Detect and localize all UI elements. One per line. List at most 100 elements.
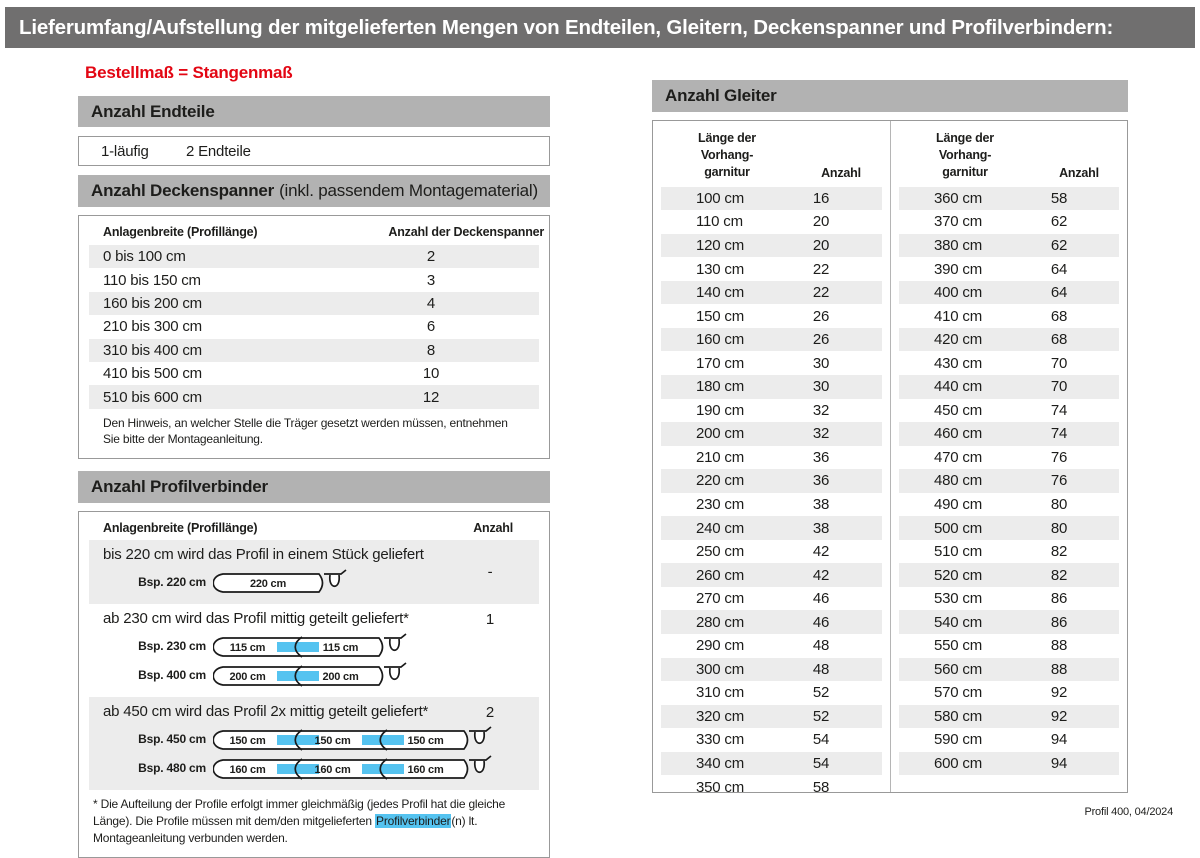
table-row: 210 cm 36 (661, 446, 882, 470)
table-row: 280 cm 46 (661, 610, 882, 635)
length-cell: 330 cm (696, 731, 744, 749)
profile-connector (362, 735, 404, 746)
table-row: 430 cm 70 (899, 351, 1119, 375)
table-row: 310 cm 52 (661, 681, 882, 705)
gleiter-table-right: Länge der Vorhang- garnitur Anzahl 360 c… (890, 121, 1127, 792)
table-row: 300 cm 48 (661, 657, 882, 682)
example-row: Bsp. 220 cm 220 cm (134, 569, 539, 595)
gleiter-left-rows: 100 cm 16 110 cm 20 120 cm 20 130 cm 22 140 cm 22… (653, 186, 890, 799)
table-row: 490 cm 80 (899, 493, 1119, 517)
length-cell: 590 cm (934, 731, 982, 749)
deckenspanner-section-header: Anzahl Deckenspanner (inkl. passendem Mo… (78, 175, 550, 207)
profile-rail-diagram: 220 cm (213, 569, 347, 594)
count-cell: 88 (1050, 637, 1068, 655)
gleiter-right-header: Länge der Vorhang- garnitur Anzahl (891, 121, 1127, 187)
segment-length-label: 115 cm (323, 642, 359, 654)
length-cell: 470 cm (934, 448, 982, 466)
count-cell: 80 (1050, 519, 1068, 537)
endteile-variant: 1-läufig (101, 142, 149, 160)
profilverbinder-col1-header: Anlagenbreite (Profillänge) (103, 521, 258, 536)
length-cell: 400 cm (934, 284, 982, 302)
length-cell: 290 cm (696, 637, 744, 655)
count-cell: 26 (812, 307, 830, 325)
gleiter-col1-header: Länge der Vorhang- garnitur (698, 131, 756, 179)
gleiter-col1-header: Länge der Vorhang- garnitur (936, 131, 994, 179)
profilverbinder-rows: bis 220 cm wird das Profil in einem Stüc… (79, 540, 549, 791)
profile-rail-diagram: 200 cm 200 cm (213, 662, 407, 688)
profile-connector (277, 764, 319, 775)
table-row: 270 cm 46 (661, 587, 882, 611)
count-cell: 94 (1050, 731, 1068, 749)
table-row: 600 cm 94 (899, 751, 1119, 776)
count-cell: 94 (1050, 755, 1068, 773)
table-row: 130 cm 22 (661, 257, 882, 281)
example-label: Bsp. 230 cm (138, 639, 206, 654)
length-cell: 560 cm (934, 660, 982, 678)
gleiter-table-left: Länge der Vorhang- garnitur Anzahl 100 c… (653, 121, 890, 796)
count-cell: 76 (1050, 472, 1068, 490)
deckenspanner-heading-suffix: (inkl. passendem Montagematerial) (279, 181, 538, 200)
count-cell: 80 (1050, 496, 1068, 513)
table-row: 560 cm 88 (899, 657, 1119, 682)
table-row: 450 cm 74 (899, 399, 1119, 423)
count-cell: 58 (1050, 189, 1068, 207)
length-cell: 380 cm (934, 236, 982, 254)
count-cell: 2 (485, 704, 495, 722)
count-cell: 68 (1050, 331, 1068, 349)
length-cell: 190 cm (696, 401, 744, 419)
profile-connector (362, 764, 404, 775)
table-row: 120 cm 20 (661, 233, 882, 258)
table-row: 230 cm 38 (661, 493, 882, 517)
table-row: 420 cm 68 (899, 327, 1119, 352)
table-row: 400 cm 64 (899, 280, 1119, 305)
table-row: 530 cm 86 (899, 587, 1119, 611)
count-cell: 68 (1050, 307, 1068, 325)
count-cell: 74 (1050, 401, 1068, 419)
length-cell: 160 cm (696, 331, 744, 349)
count-cell: 92 (1050, 684, 1068, 702)
length-cell: 360 cm (934, 189, 982, 207)
table-row: 350 cm 58 (661, 775, 882, 799)
length-cell: 300 cm (696, 660, 744, 678)
count-cell: 86 (1050, 613, 1068, 631)
table-row: 540 cm 86 (899, 610, 1119, 635)
profile-rail-diagram: 160 cm 160 cm 160 cm (213, 755, 492, 781)
table-row: 360 cm 58 (899, 186, 1119, 211)
count-cell: 36 (812, 472, 830, 490)
length-cell: 210 cm (696, 448, 744, 466)
count-cell: 46 (812, 613, 830, 631)
length-cell: 120 cm (696, 236, 744, 254)
gleiter-table: Länge der Vorhang- garnitur Anzahl 100 c… (652, 120, 1128, 796)
profilverbinder-footnote: * Die Aufteilung der Profile erfolgt imm… (79, 790, 549, 854)
count-cell: 4 (426, 294, 436, 312)
segment-length-label: 200 cm (229, 671, 266, 683)
example-label: Bsp. 220 cm (138, 575, 206, 590)
length-cell: 280 cm (696, 613, 744, 631)
segment-length-label: 200 cm (322, 671, 359, 683)
length-cell: 530 cm (934, 590, 982, 608)
length-cell: 460 cm (934, 425, 982, 443)
table-row: bis 220 cm wird das Profil in einem Stüc… (89, 540, 539, 605)
count-cell: 42 (812, 543, 830, 561)
length-cell: 370 cm (934, 213, 982, 231)
segment-length-label: 220 cm (250, 578, 287, 590)
table-row: 370 cm 62 (899, 210, 1119, 234)
count-cell: 82 (1050, 543, 1068, 561)
page-title: Lieferumfang/Aufstellung der mitgeliefer… (19, 15, 1114, 39)
table-row: 110 cm 20 (661, 210, 882, 234)
count-cell: 82 (1050, 566, 1068, 584)
deckenspanner-note: Den Hinweis, an welcher Stelle die Träge… (103, 415, 508, 446)
count-cell: 1 (485, 611, 495, 629)
count-cell: 70 (1050, 354, 1068, 372)
count-cell: 76 (1050, 448, 1068, 466)
profile-rail-diagram: 150 cm 150 cm 150 cm (213, 726, 492, 752)
endteile-box: 1-läufig 2 Endteile (78, 136, 550, 166)
length-cell: 390 cm (934, 260, 982, 278)
count-cell: 62 (1050, 213, 1068, 231)
count-cell: 70 (1050, 378, 1068, 396)
length-cell: 270 cm (696, 590, 744, 608)
order-measure-note: Bestellmaß = Stangenmaß (85, 63, 293, 82)
table-row: ab 450 cm wird das Profil 2x mittig gete… (89, 697, 539, 791)
length-cell: 310 cm (696, 684, 744, 702)
table-row: 100 cm 16 (661, 186, 882, 211)
